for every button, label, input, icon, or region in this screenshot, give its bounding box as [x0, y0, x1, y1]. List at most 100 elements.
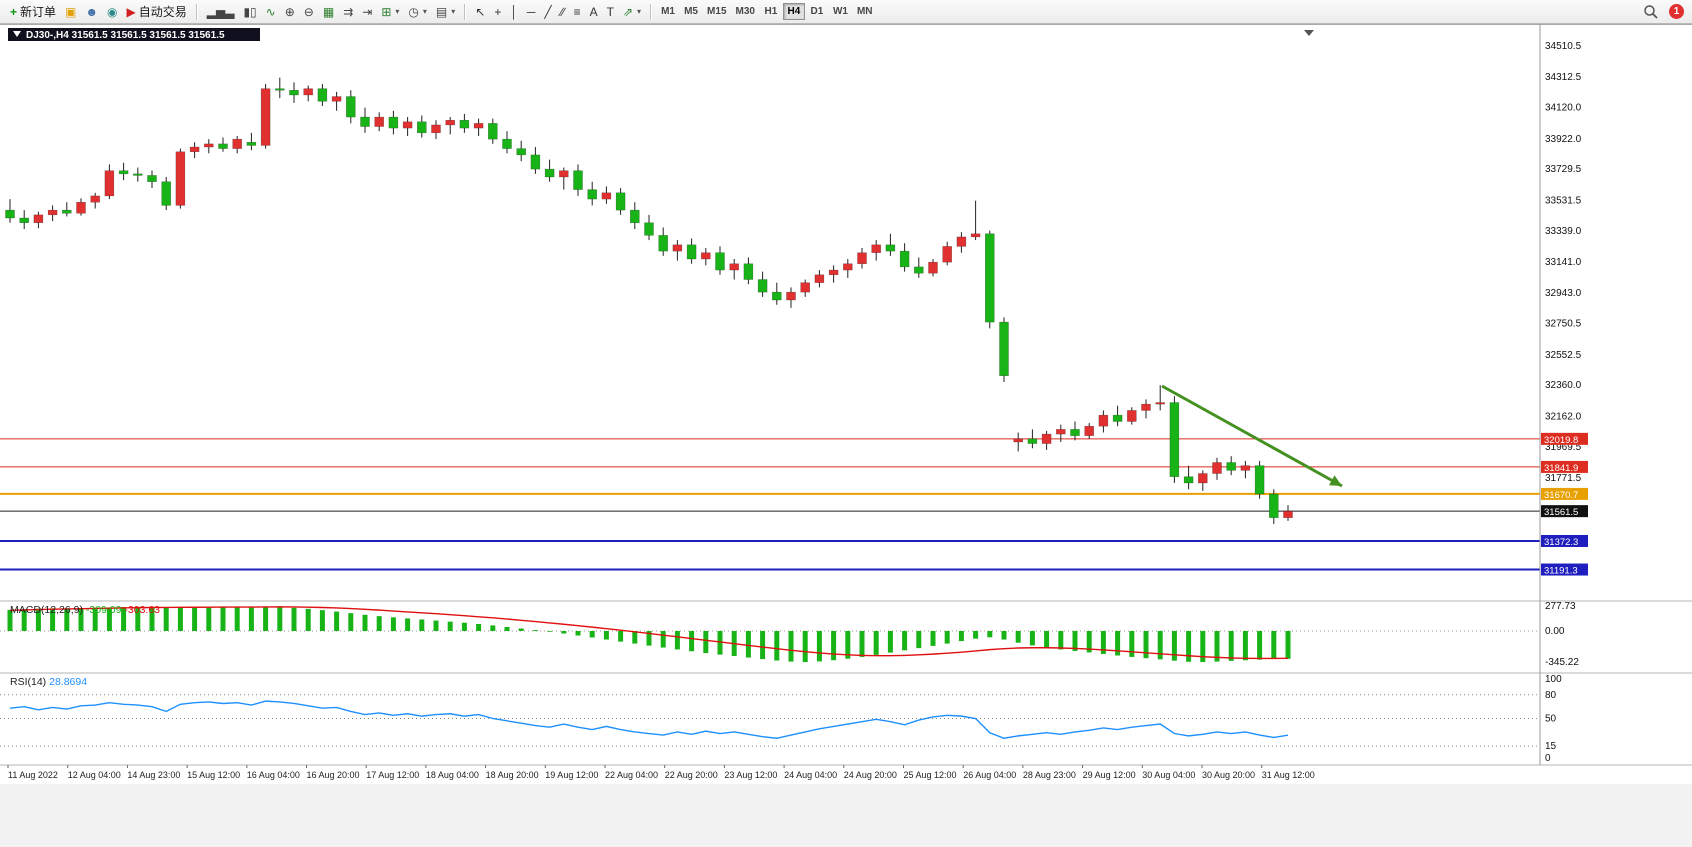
date-label: 26 Aug 04:00	[963, 770, 1016, 780]
tf-d1[interactable]: D1	[806, 3, 828, 20]
account-button[interactable]: ☻	[81, 2, 102, 22]
price-tick-label: 33922.0	[1545, 134, 1582, 145]
candles-layer[interactable]	[5, 77, 1293, 524]
one-click-trading-arrow-icon[interactable]	[13, 31, 21, 37]
date-label: 25 Aug 12:00	[904, 770, 957, 780]
date-label: 15 Aug 12:00	[187, 770, 240, 780]
tile-windows-icon: ▦	[322, 4, 335, 19]
date-label: 31 Aug 12:00	[1262, 770, 1315, 780]
trend-arrow-line[interactable]	[1161, 384, 1343, 488]
trend-arrow-head	[1329, 475, 1342, 486]
text-button[interactable]: A	[586, 2, 602, 22]
date-label: 16 Aug 20:00	[307, 770, 360, 780]
tf-w1[interactable]: W1	[829, 3, 852, 20]
bottom-empty-area	[0, 784, 1692, 847]
periods-button[interactable]: ◷ ▾	[404, 2, 431, 22]
deposit-button[interactable]: ▣	[61, 2, 80, 22]
account-icon: ☻	[85, 4, 99, 19]
toolbar-right: 1	[1639, 2, 1684, 22]
toolbar-group-chart-tools: ▂▅▃ ▮▯ ∿ ⊕ ⊖ ▦ ⇉ ⇥ ⊞ ▾ ◷ ▾ ▤ ▾	[201, 2, 462, 22]
rsi-line	[9, 700, 1289, 739]
date-label: 14 Aug 23:00	[127, 770, 180, 780]
tf-mn[interactable]: MN	[853, 3, 877, 20]
tf-h4[interactable]: H4	[782, 3, 805, 20]
date-label: 11 Aug 2022	[8, 770, 58, 780]
svg-text:31670.7: 31670.7	[1544, 490, 1578, 501]
toolbar-separator	[464, 3, 467, 20]
chart-candles-button[interactable]: ▮▯	[239, 2, 260, 22]
trendline-button[interactable]: ╱	[540, 2, 555, 22]
auto-scroll-button[interactable]: ⇉	[339, 2, 357, 22]
price-tag	[1541, 432, 1588, 445]
chart-shift-button[interactable]: ⇥	[358, 2, 376, 22]
indicators-button[interactable]: ⊞ ▾	[377, 2, 403, 22]
templates-icon: ▤	[435, 4, 448, 19]
cursor-button[interactable]: ↖	[471, 2, 489, 22]
toolbar-separator	[650, 3, 653, 20]
tf-m30[interactable]: M30	[732, 3, 759, 20]
macd-signal-line	[9, 606, 1289, 660]
symbol-ohlc-strip	[8, 28, 260, 41]
date-label: 22 Aug 20:00	[665, 770, 718, 780]
tf-m5[interactable]: M5	[680, 3, 702, 20]
date-label: 17 Aug 12:00	[366, 770, 419, 780]
date-label: 30 Aug 04:00	[1142, 770, 1195, 780]
price-tick-label: 32552.5	[1545, 350, 1582, 361]
templates-button[interactable]: ▤ ▾	[432, 2, 459, 22]
scroll-end-marker-icon[interactable]	[1304, 30, 1314, 36]
chart-line-button[interactable]: ∿	[262, 2, 280, 22]
zoom-in-button[interactable]: ⊕	[281, 2, 299, 22]
autotrading-button[interactable]: ▶ 自动交易	[123, 2, 191, 22]
periods-icon: ◷	[408, 4, 419, 19]
chevron-down-icon: ▾	[637, 7, 642, 16]
search-icon	[1644, 5, 1658, 19]
toolbar-groups: + 新订单 ▣ ☻ ◉ ▶ 自动交易 ▂▅▃ ▮▯ ∿ ⊕ ⊖ ▦ ⇉ ⇥ ⊞ ▾ ◷ ▾ ▤ ▾ ↖ + │ ─ ╱ ∕∕ ≡ A T ⇗…	[4, 0, 879, 23]
svg-text:0: 0	[1545, 753, 1551, 764]
date-label: 18 Aug 04:00	[426, 770, 479, 780]
tf-h1[interactable]: H1	[760, 3, 782, 20]
crosshair-button[interactable]: +	[490, 2, 505, 22]
label-button[interactable]: T	[603, 2, 618, 22]
channel-button[interactable]: ∕∕	[557, 2, 569, 22]
macd-header: MACD(12,26,9) -309.09 -303.63	[10, 604, 160, 616]
svg-text:32019.8: 32019.8	[1544, 435, 1578, 446]
rsi-panel[interactable]	[0, 694, 1540, 747]
trendline-icon: ╱	[544, 4, 552, 19]
indicators-icon: ⊞	[381, 4, 392, 19]
svg-text:31372.3: 31372.3	[1544, 537, 1578, 548]
price-tag	[1541, 487, 1588, 500]
search-button[interactable]	[1639, 2, 1662, 22]
zoom-in-icon: ⊕	[284, 4, 295, 19]
deposit-icon: ▣	[65, 4, 77, 19]
price-tick-label: 32750.5	[1545, 319, 1582, 330]
tile-windows-button[interactable]: ▦	[319, 2, 338, 22]
chart-canvas[interactable]: 34510.5 34312.5 34120.0 33922.0 33729.5 33531…	[0, 24, 1692, 847]
zoom-out-button[interactable]: ⊖	[300, 2, 318, 22]
date-label: 12 Aug 04:00	[68, 770, 121, 780]
tf-m15[interactable]: M15	[703, 3, 730, 20]
toolbar-separator	[195, 3, 198, 20]
date-label: 23 Aug 12:00	[724, 770, 777, 780]
chevron-down-icon: ▾	[422, 7, 427, 16]
arrows-button[interactable]: ⇗ ▾	[619, 2, 645, 22]
hline-button[interactable]: ─	[523, 2, 540, 22]
chevron-down-icon: ▾	[451, 7, 456, 16]
toolbar-group-timeframes: M1 M5 M15 M30 H1 H4 D1 W1 MN	[655, 3, 878, 20]
date-axis[interactable]	[7, 765, 1263, 768]
vline-icon: │	[510, 4, 518, 19]
tf-m1[interactable]: M1	[657, 3, 679, 20]
date-label: 29 Aug 12:00	[1083, 770, 1136, 780]
support-button[interactable]: ◉	[103, 2, 121, 22]
new-order-button[interactable]: + 新订单	[6, 2, 60, 22]
macd-panel[interactable]	[7, 606, 1291, 663]
notification-badge[interactable]: 1	[1669, 4, 1684, 19]
toolbar-group-objects: ↖ + │ ─ ╱ ∕∕ ≡ A T ⇗ ▾	[469, 2, 647, 22]
svg-text:31191.3: 31191.3	[1544, 566, 1578, 577]
text-icon: A	[589, 4, 598, 19]
fibo-button[interactable]: ≡	[570, 2, 585, 22]
date-label: 30 Aug 20:00	[1202, 770, 1255, 780]
chart-bars-button[interactable]: ▂▅▃	[203, 2, 239, 22]
svg-text:50: 50	[1545, 714, 1557, 725]
vline-button[interactable]: │	[506, 2, 522, 22]
